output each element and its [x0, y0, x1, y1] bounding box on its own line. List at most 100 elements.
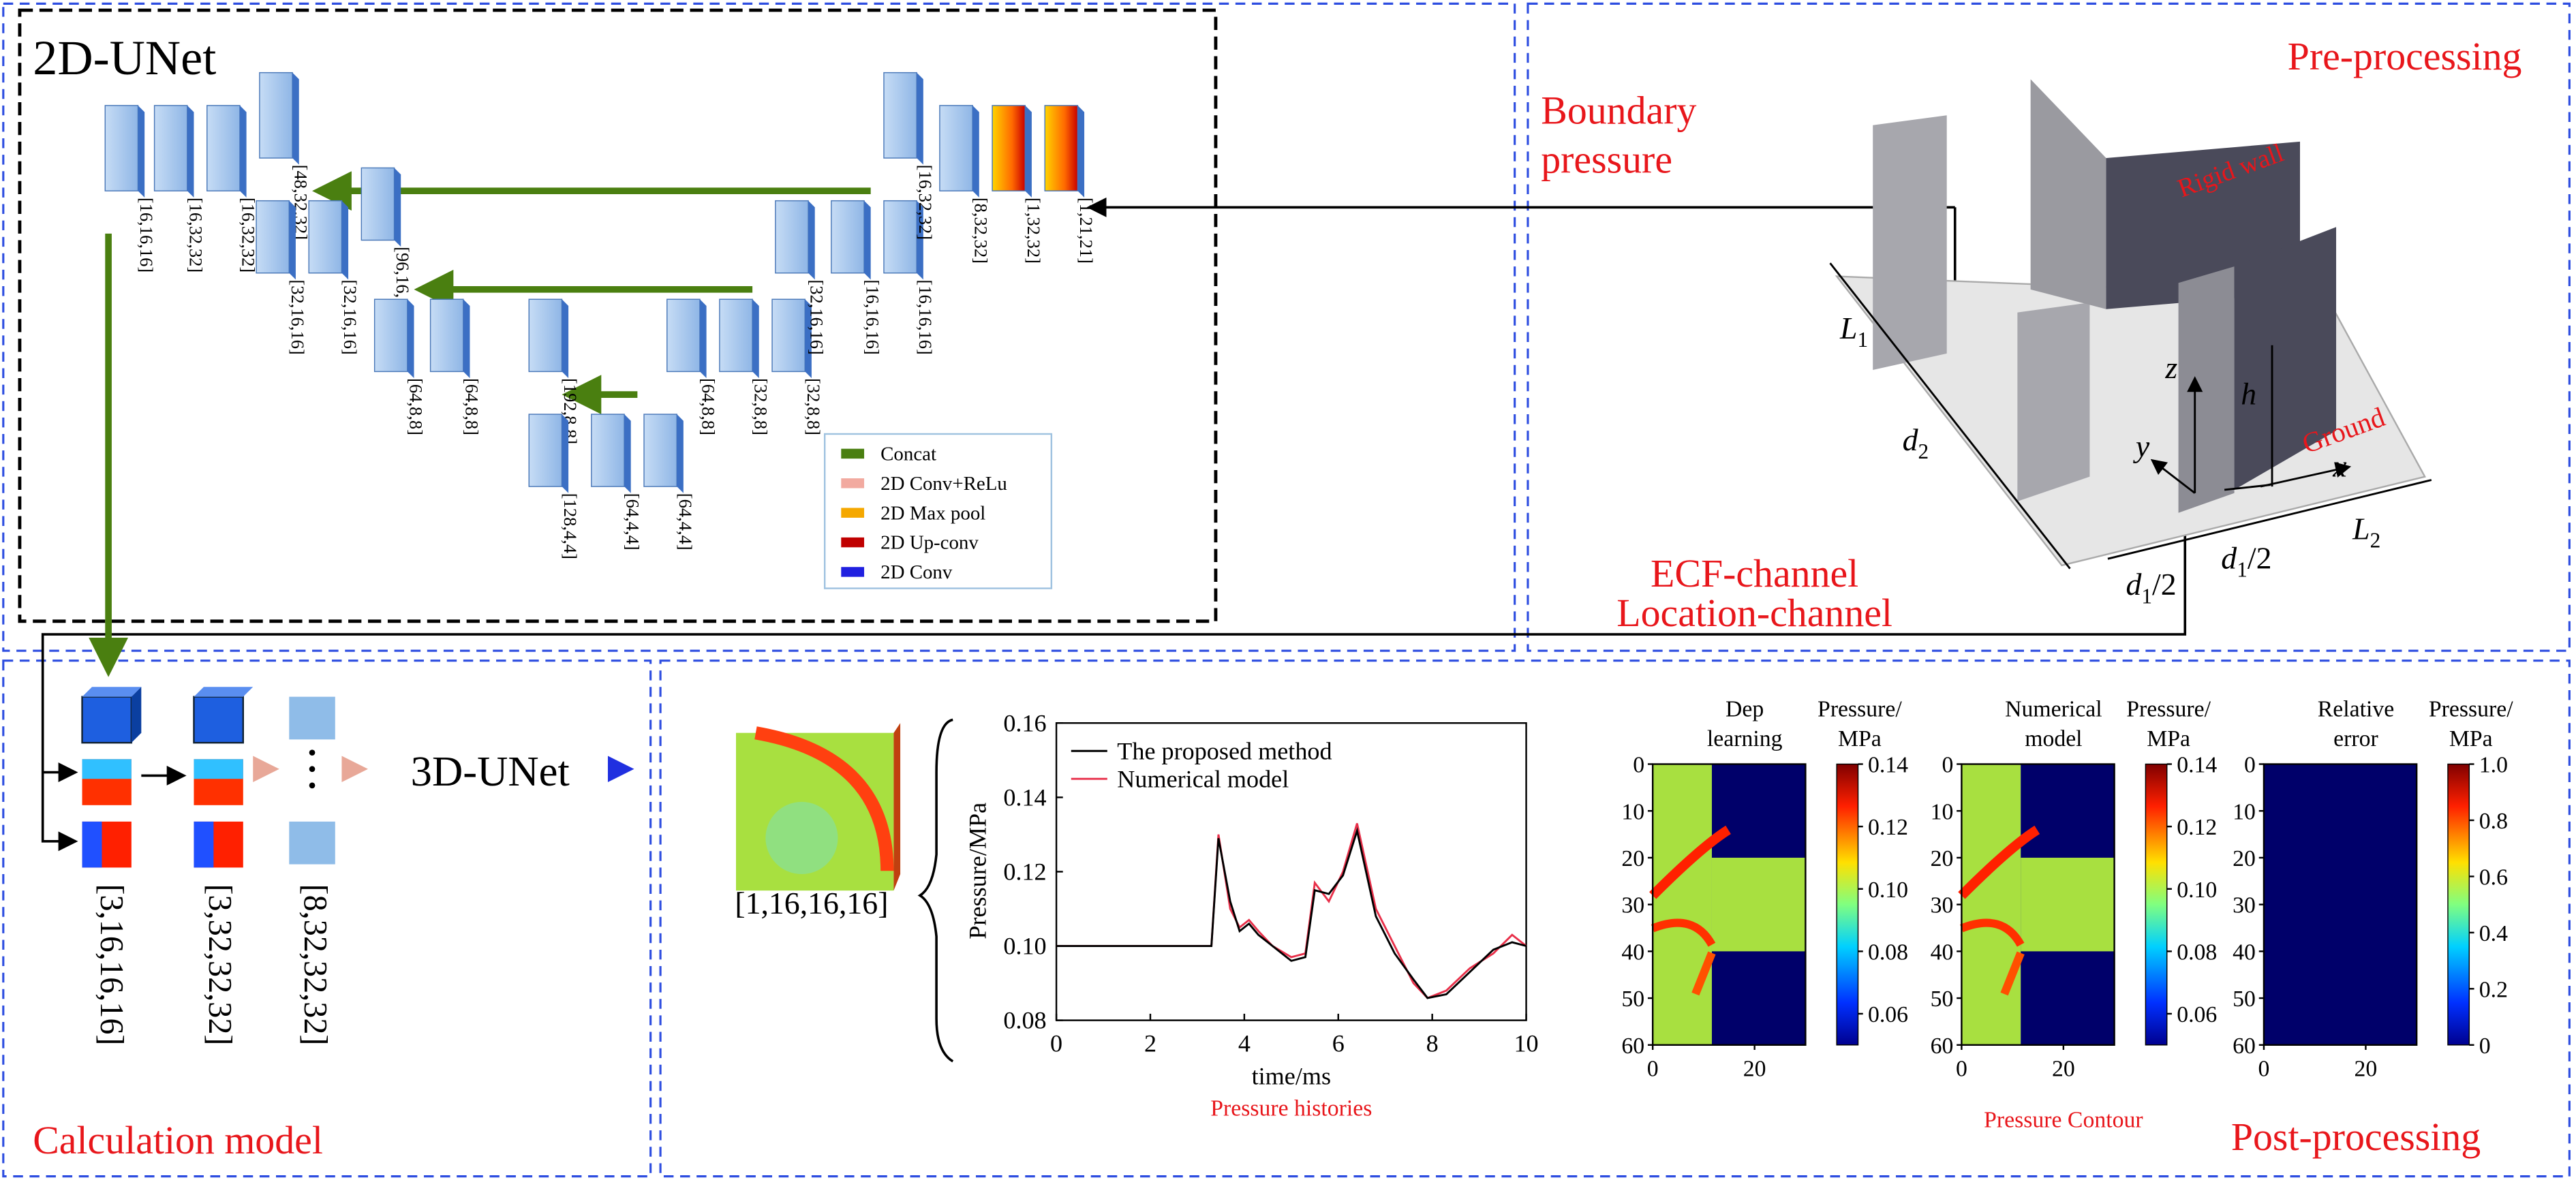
map-title: Relative — [2318, 697, 2394, 722]
layer-block — [883, 72, 917, 159]
map-title: Dep — [1726, 697, 1764, 722]
dimension-label: L1 — [1839, 311, 1868, 352]
layer-label: [128,4,4] — [560, 493, 581, 559]
layer-block — [373, 298, 408, 373]
layer-side — [407, 299, 414, 379]
layer-block — [591, 414, 625, 487]
y-tick-label: 0.12 — [1003, 858, 1046, 885]
dimension-label: L2 — [2352, 511, 2380, 552]
dim-subscript: 1 — [2141, 584, 2152, 608]
y-tick-label: 50 — [1621, 987, 1644, 1012]
layer-side — [917, 200, 923, 280]
layer-side — [1025, 105, 1032, 198]
colorbar-tick-label: 0.06 — [1868, 1002, 1908, 1027]
layer-block — [643, 414, 677, 487]
map-field — [1961, 764, 2021, 1045]
layer-block — [528, 298, 563, 373]
dimension-label: d2 — [1903, 422, 1929, 463]
colorbar-title: MPa — [1838, 726, 1882, 751]
colorbar-tick-label: 0.14 — [2177, 753, 2217, 778]
x-tick-label: 20 — [2355, 1057, 2378, 1082]
legend-label: The proposed method — [1117, 737, 1332, 764]
layer-side — [1077, 105, 1085, 198]
cubes — [81, 687, 954, 1063]
legend-label: Concat — [880, 444, 936, 465]
layer-label: [16,16,16] — [863, 279, 883, 354]
x-tick-label: 20 — [1743, 1057, 1766, 1082]
cube-label: [1,16,16,16] — [735, 886, 888, 920]
layer-label: [32,16,16] — [340, 279, 361, 354]
skip-connections — [89, 171, 871, 677]
colorbar-tick-label: 0.14 — [1868, 753, 1908, 778]
dimension-label: h — [2241, 377, 2256, 412]
layer-block — [429, 298, 464, 373]
x-tick-label: 0 — [1647, 1057, 1659, 1082]
layer-label: [64,4,4] — [623, 493, 643, 550]
layer-block — [831, 200, 865, 274]
y-tick-label: 60 — [1621, 1034, 1644, 1059]
colorbar-tick-label: 0.12 — [2177, 815, 2217, 840]
y-tick-label: 10 — [2233, 799, 2256, 824]
dim-subscript: 2 — [2370, 528, 2381, 552]
dimension-label: d1/2 — [2221, 541, 2271, 582]
net-label: 3D-UNet — [411, 747, 570, 795]
map-field — [2021, 857, 2115, 952]
layer-label: [16,16,16] — [915, 279, 936, 354]
layer-block — [361, 167, 395, 241]
x-tick-label: 20 — [2052, 1057, 2075, 1082]
map-wave — [1958, 825, 2040, 899]
layer-label: [64,8,8] — [405, 378, 426, 435]
map-caption: Pressure Contour — [1984, 1107, 2143, 1132]
layer-block — [1044, 105, 1079, 191]
layer-side — [292, 72, 299, 165]
y-tick-label: 20 — [1621, 846, 1644, 871]
map-wave — [1691, 951, 1716, 996]
y-tick-label: 0.16 — [1003, 709, 1046, 736]
colorbar-tick-label: 0 — [2479, 1034, 2491, 1059]
unet-frame — [18, 8, 1218, 623]
layer-label: [32,16,16] — [288, 279, 308, 354]
y-tick-label: 0.14 — [1003, 783, 1046, 811]
map-field — [1653, 764, 1712, 1045]
layer-block — [775, 200, 809, 274]
layer-side — [341, 200, 349, 280]
y-tick-label: 20 — [2233, 846, 2256, 871]
colorbar-tick-label: 0.6 — [2479, 865, 2508, 890]
y-tick-label: 30 — [1931, 893, 1954, 918]
shape-label: [3,32,32,32] — [202, 884, 238, 1046]
dim-symbol: y — [2133, 429, 2150, 464]
panel-title: Calculation model — [33, 1118, 323, 1162]
layer-side — [463, 299, 470, 379]
x-tick-label: 6 — [1332, 1029, 1345, 1057]
layer-side — [562, 299, 569, 379]
layer-side — [562, 414, 569, 493]
layer-block — [256, 200, 290, 274]
layer-block — [883, 200, 917, 274]
colorbar-tick-label: 0.08 — [2177, 940, 2217, 965]
colorbar-tick-label: 0.4 — [2479, 921, 2508, 946]
y-tick-label: 40 — [2233, 940, 2256, 965]
colorbar — [1836, 763, 1859, 1046]
layer-side — [752, 299, 759, 379]
colorbar-tick-label: 1.0 — [2479, 753, 2508, 778]
layer-label: [16,16,16] — [136, 198, 157, 273]
y-tick-label: 0 — [1633, 753, 1644, 778]
x-tick-label: 0 — [1050, 1029, 1062, 1057]
legend-swatch — [841, 478, 865, 488]
colorbar-title: Pressure/ — [2126, 697, 2211, 722]
dim-subscript: 1 — [1857, 328, 1868, 352]
legend-label: 2D Up-conv — [880, 532, 979, 554]
colorbar-title: MPa — [2147, 726, 2190, 751]
y-tick-label: 60 — [1931, 1034, 1954, 1059]
y-tick-label: 0.08 — [1003, 1007, 1046, 1034]
y-tick-label: 40 — [1931, 940, 1954, 965]
x-tick-label: 0 — [1956, 1057, 1967, 1082]
layer-block — [939, 105, 973, 191]
map-wave — [1649, 825, 1731, 899]
layer-block — [528, 414, 563, 487]
colorbar-title: MPa — [2449, 726, 2493, 751]
legend-label: 2D Conv+ReLu — [880, 473, 1007, 495]
layer-side — [239, 105, 247, 198]
dimension-label: z — [2164, 350, 2177, 385]
colorbar-tick-label: 0.2 — [2479, 977, 2508, 1002]
